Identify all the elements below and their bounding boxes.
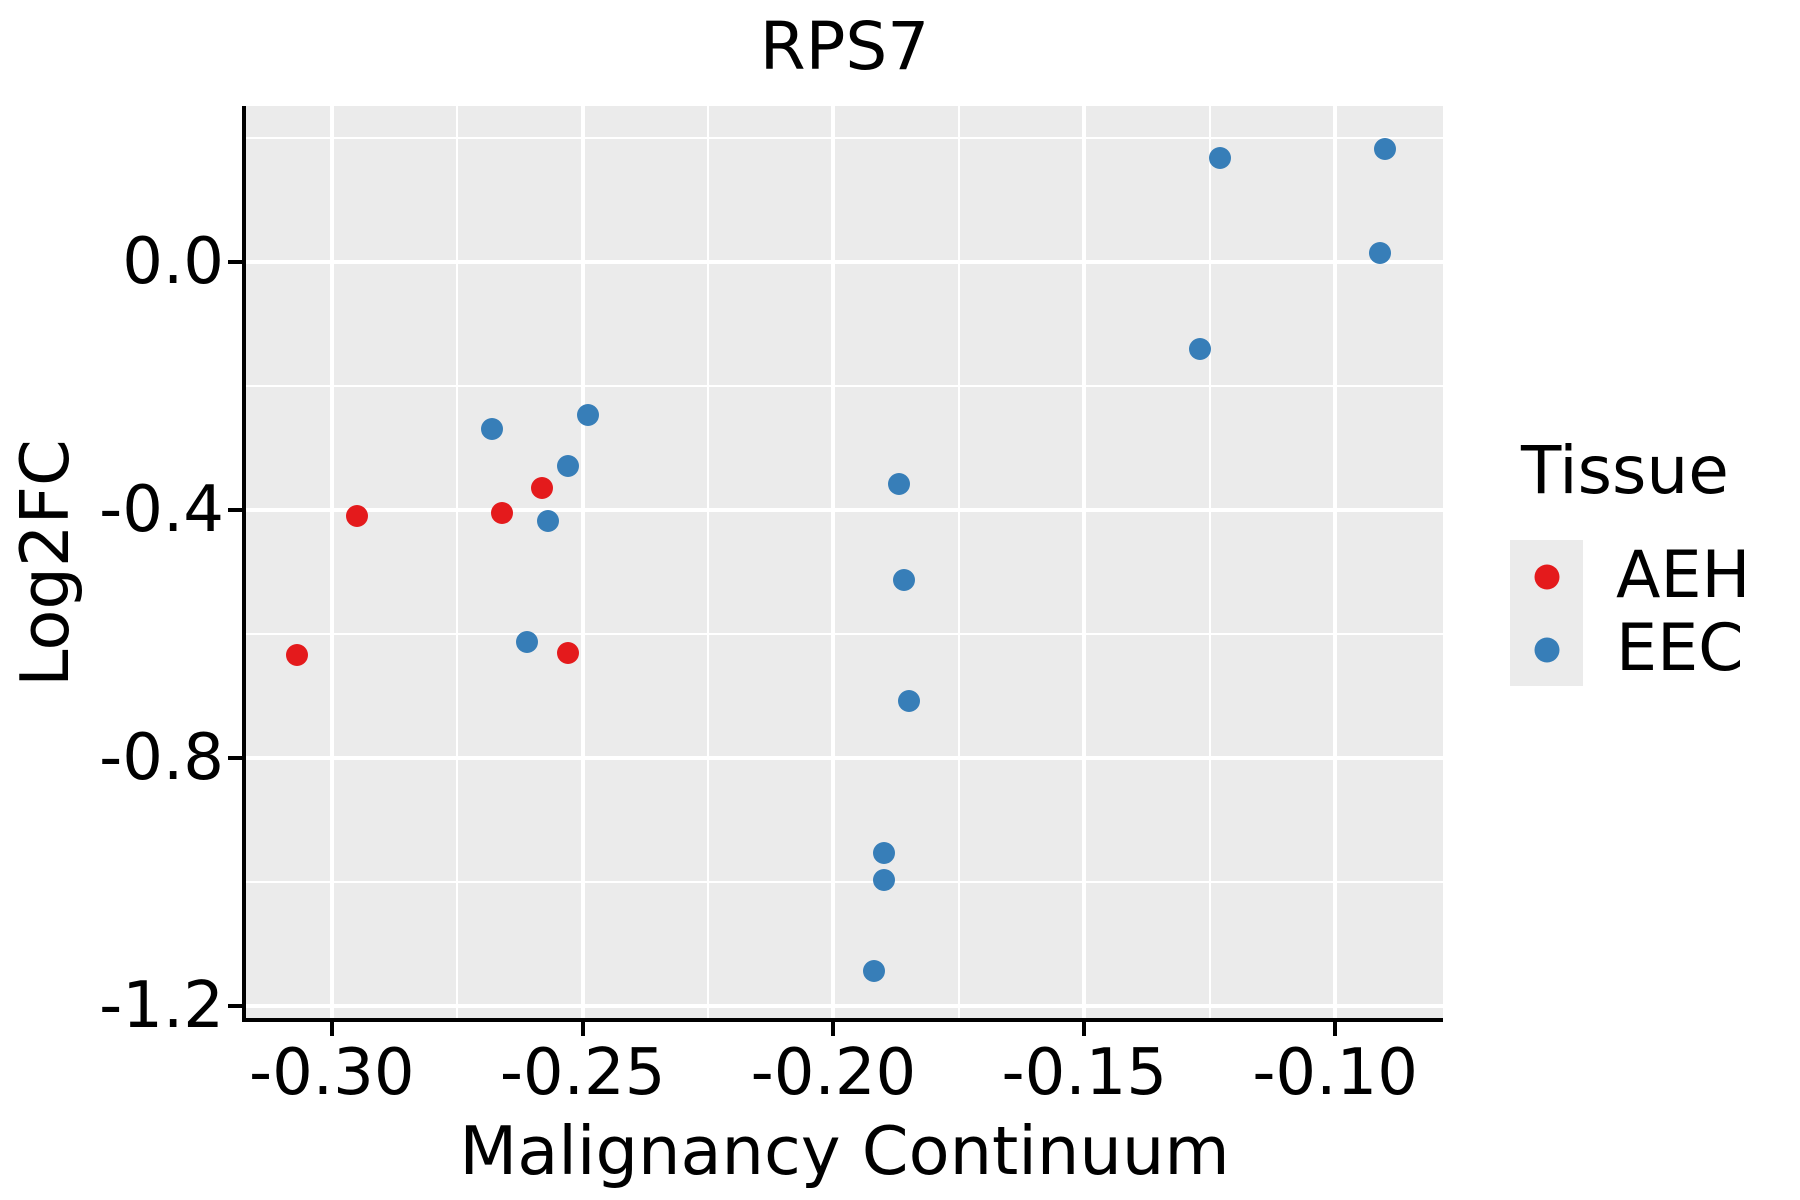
data-point-eec — [1208, 147, 1231, 170]
x-tick-mark — [1082, 1022, 1087, 1036]
data-point-eec — [556, 455, 579, 478]
y-tick-label: -1.2 — [99, 968, 224, 1043]
x-axis-line — [242, 1018, 1443, 1022]
x-tick-label: -0.30 — [248, 1036, 415, 1110]
data-point-aeh — [531, 477, 554, 500]
plot-panel — [246, 106, 1443, 1020]
data-point-eec — [481, 417, 504, 440]
y-tick-label: -0.4 — [99, 473, 224, 548]
major-gridline-y — [246, 260, 1443, 265]
major-gridline-x — [329, 106, 334, 1020]
x-tick-mark — [580, 1022, 585, 1036]
y-tick-mark — [228, 755, 242, 760]
data-point-aeh — [285, 644, 308, 667]
legend-key-aeh — [1510, 540, 1583, 613]
data-point-eec — [536, 510, 559, 533]
x-tick-label: -0.10 — [1252, 1036, 1418, 1110]
y-tick-mark — [228, 1003, 242, 1008]
major-gridline-y — [246, 508, 1443, 513]
data-point-aeh — [556, 642, 579, 665]
data-point-eec — [887, 472, 910, 495]
y-tick-mark — [228, 508, 242, 513]
y-axis-line — [242, 106, 246, 1022]
data-point-eec — [1369, 241, 1392, 264]
major-gridline-y — [246, 755, 1443, 760]
x-tick-mark — [1333, 1022, 1338, 1036]
minor-gridline-x — [1208, 106, 1211, 1020]
legend-dot-aeh-icon — [1534, 564, 1559, 589]
plot-title: RPS7 — [759, 8, 930, 85]
minor-gridline-y — [246, 137, 1443, 140]
x-axis-title: Malignancy Continuum — [459, 1112, 1230, 1190]
data-point-eec — [897, 689, 920, 712]
y-tick-mark — [228, 260, 242, 265]
minor-gridline-x — [707, 106, 710, 1020]
minor-gridline-y — [246, 385, 1443, 388]
major-gridline-y — [246, 1003, 1443, 1008]
data-point-eec — [1374, 138, 1397, 161]
legend-label-aeh: AEH — [1616, 538, 1751, 613]
major-gridline-x — [580, 106, 585, 1020]
data-point-eec — [872, 841, 895, 864]
data-point-eec — [872, 868, 895, 891]
major-gridline-x — [1082, 106, 1087, 1020]
data-point-eec — [862, 960, 885, 983]
major-gridline-x — [1333, 106, 1338, 1020]
minor-gridline-y — [246, 632, 1443, 635]
legend-label-eec: EEC — [1616, 611, 1744, 686]
x-tick-label: -0.20 — [750, 1036, 917, 1110]
minor-gridline-x — [456, 106, 459, 1020]
data-point-aeh — [345, 505, 368, 528]
legend-title: Tissue — [1521, 432, 1729, 509]
minor-gridline-y — [246, 880, 1443, 883]
data-point-eec — [516, 631, 539, 653]
major-gridline-x — [831, 106, 836, 1020]
x-tick-mark — [831, 1022, 836, 1036]
minor-gridline-x — [957, 106, 960, 1020]
x-tick-label: -0.15 — [1001, 1036, 1168, 1110]
y-tick-label: -0.8 — [99, 720, 224, 795]
data-point-aeh — [491, 502, 514, 525]
data-point-eec — [1188, 337, 1211, 360]
x-tick-label: -0.25 — [499, 1036, 666, 1110]
y-axis-title: Log2FC — [6, 439, 84, 687]
data-point-eec — [892, 569, 915, 592]
data-point-eec — [576, 404, 599, 427]
legend-key-eec — [1510, 613, 1583, 686]
legend-dot-eec-icon — [1534, 637, 1559, 662]
x-tick-mark — [329, 1022, 334, 1036]
y-tick-label: 0.0 — [122, 225, 224, 300]
